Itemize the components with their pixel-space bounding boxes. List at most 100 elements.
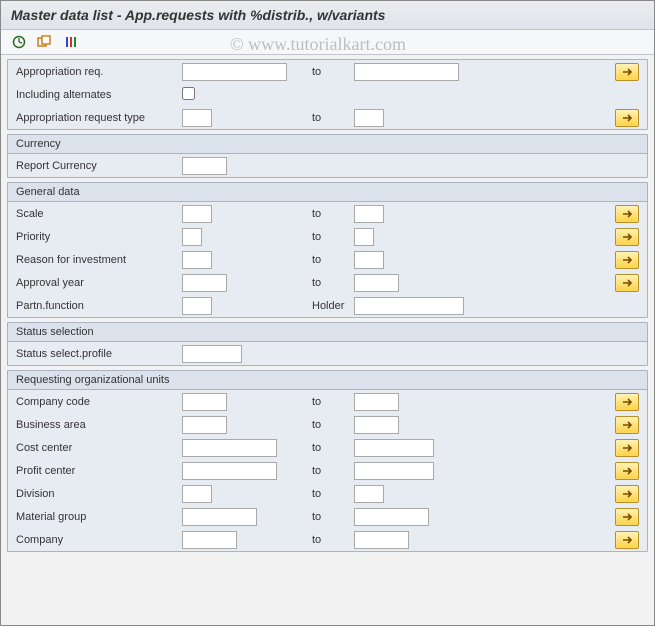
company-code-to[interactable] — [354, 393, 399, 411]
row-report-currency: Report Currency — [8, 154, 647, 177]
group-currency: Currency Report Currency — [7, 134, 648, 178]
multi-select-button[interactable] — [615, 109, 639, 127]
row-division: Division to — [8, 482, 647, 505]
business-area-to[interactable] — [354, 416, 399, 434]
execute-icon[interactable] — [9, 33, 29, 51]
row-company-code: Company code to — [8, 390, 647, 413]
to-label: to — [308, 208, 348, 220]
label-approval-year: Approval year — [16, 277, 176, 289]
approp-req-from[interactable] — [182, 63, 287, 81]
company-to[interactable] — [354, 531, 409, 549]
to-label: to — [308, 442, 348, 454]
settings-icon[interactable] — [61, 33, 81, 51]
priority-from[interactable] — [182, 228, 202, 246]
row-scale: Scale to — [8, 202, 647, 225]
division-to[interactable] — [354, 485, 384, 503]
label-approp-req: Appropriation req. — [16, 66, 176, 78]
page-title: Master data list - App.requests with %di… — [1, 1, 654, 30]
approp-type-to[interactable] — [354, 109, 384, 127]
label-cost-center: Cost center — [16, 442, 176, 454]
content: Appropriation req. to Including alternat… — [1, 55, 654, 560]
multi-select-button[interactable] — [615, 228, 639, 246]
label-material-group: Material group — [16, 511, 176, 523]
group-main: Appropriation req. to Including alternat… — [7, 59, 648, 130]
label-scale: Scale — [16, 208, 176, 220]
group-header-status: Status selection — [8, 323, 647, 342]
row-approval-year: Approval year to — [8, 271, 647, 294]
to-label: to — [308, 254, 348, 266]
profit-center-from[interactable] — [182, 462, 277, 480]
label-status-profile: Status select.profile — [16, 348, 176, 360]
multi-select-button[interactable] — [615, 274, 639, 292]
approp-req-to[interactable] — [354, 63, 459, 81]
multi-select-button[interactable] — [615, 63, 639, 81]
to-label: to — [308, 112, 348, 124]
multi-select-button[interactable] — [615, 416, 639, 434]
multi-select-button[interactable] — [615, 462, 639, 480]
holder-input[interactable] — [354, 297, 464, 315]
toolbar — [1, 30, 654, 55]
label-division: Division — [16, 488, 176, 500]
to-label: to — [308, 277, 348, 289]
to-label: to — [308, 231, 348, 243]
multi-select-button[interactable] — [615, 485, 639, 503]
multi-select-button[interactable] — [615, 205, 639, 223]
multi-select-button[interactable] — [615, 393, 639, 411]
row-reason: Reason for investment to — [8, 248, 647, 271]
row-business-area: Business area to — [8, 413, 647, 436]
group-org: Requesting organizational units Company … — [7, 370, 648, 552]
including-alternates-checkbox[interactable] — [182, 87, 195, 100]
company-from[interactable] — [182, 531, 237, 549]
label-reason: Reason for investment — [16, 254, 176, 266]
to-label: to — [308, 488, 348, 500]
row-approp-req: Appropriation req. to — [8, 60, 647, 83]
row-including-alternates: Including alternates — [8, 83, 647, 106]
reason-to[interactable] — [354, 251, 384, 269]
to-label: to — [308, 66, 348, 78]
material-group-from[interactable] — [182, 508, 257, 526]
approval-year-to[interactable] — [354, 274, 399, 292]
row-material-group: Material group to — [8, 505, 647, 528]
cost-center-to[interactable] — [354, 439, 434, 457]
reason-from[interactable] — [182, 251, 212, 269]
to-label: to — [308, 534, 348, 546]
to-label: to — [308, 511, 348, 523]
row-company: Company to — [8, 528, 647, 551]
label-partn-function: Partn.function — [16, 300, 176, 312]
multi-select-button[interactable] — [615, 439, 639, 457]
group-status: Status selection Status select.profile — [7, 322, 648, 366]
to-label: to — [308, 396, 348, 408]
group-header-general: General data — [8, 183, 647, 202]
row-approp-type: Appropriation request type to — [8, 106, 647, 129]
status-profile-input[interactable] — [182, 345, 242, 363]
label-business-area: Business area — [16, 419, 176, 431]
multi-select-button[interactable] — [615, 508, 639, 526]
material-group-to[interactable] — [354, 508, 429, 526]
to-label: to — [308, 465, 348, 477]
holder-label: Holder — [308, 300, 348, 312]
row-profit-center: Profit center to — [8, 459, 647, 482]
scale-to[interactable] — [354, 205, 384, 223]
partn-function-input[interactable] — [182, 297, 212, 315]
multi-select-button[interactable] — [615, 531, 639, 549]
multi-select-button[interactable] — [615, 251, 639, 269]
row-status-profile: Status select.profile — [8, 342, 647, 365]
cost-center-from[interactable] — [182, 439, 277, 457]
report-currency-input[interactable] — [182, 157, 227, 175]
priority-to[interactable] — [354, 228, 374, 246]
profit-center-to[interactable] — [354, 462, 434, 480]
scale-from[interactable] — [182, 205, 212, 223]
to-label: to — [308, 419, 348, 431]
division-from[interactable] — [182, 485, 212, 503]
label-company-code: Company code — [16, 396, 176, 408]
label-approp-type: Appropriation request type — [16, 112, 176, 124]
company-code-from[interactable] — [182, 393, 227, 411]
group-general: General data Scale to Priority to Reason… — [7, 182, 648, 318]
row-priority: Priority to — [8, 225, 647, 248]
approval-year-from[interactable] — [182, 274, 227, 292]
label-profit-center: Profit center — [16, 465, 176, 477]
label-priority: Priority — [16, 231, 176, 243]
business-area-from[interactable] — [182, 416, 227, 434]
variant-icon[interactable] — [35, 33, 55, 51]
approp-type-from[interactable] — [182, 109, 212, 127]
